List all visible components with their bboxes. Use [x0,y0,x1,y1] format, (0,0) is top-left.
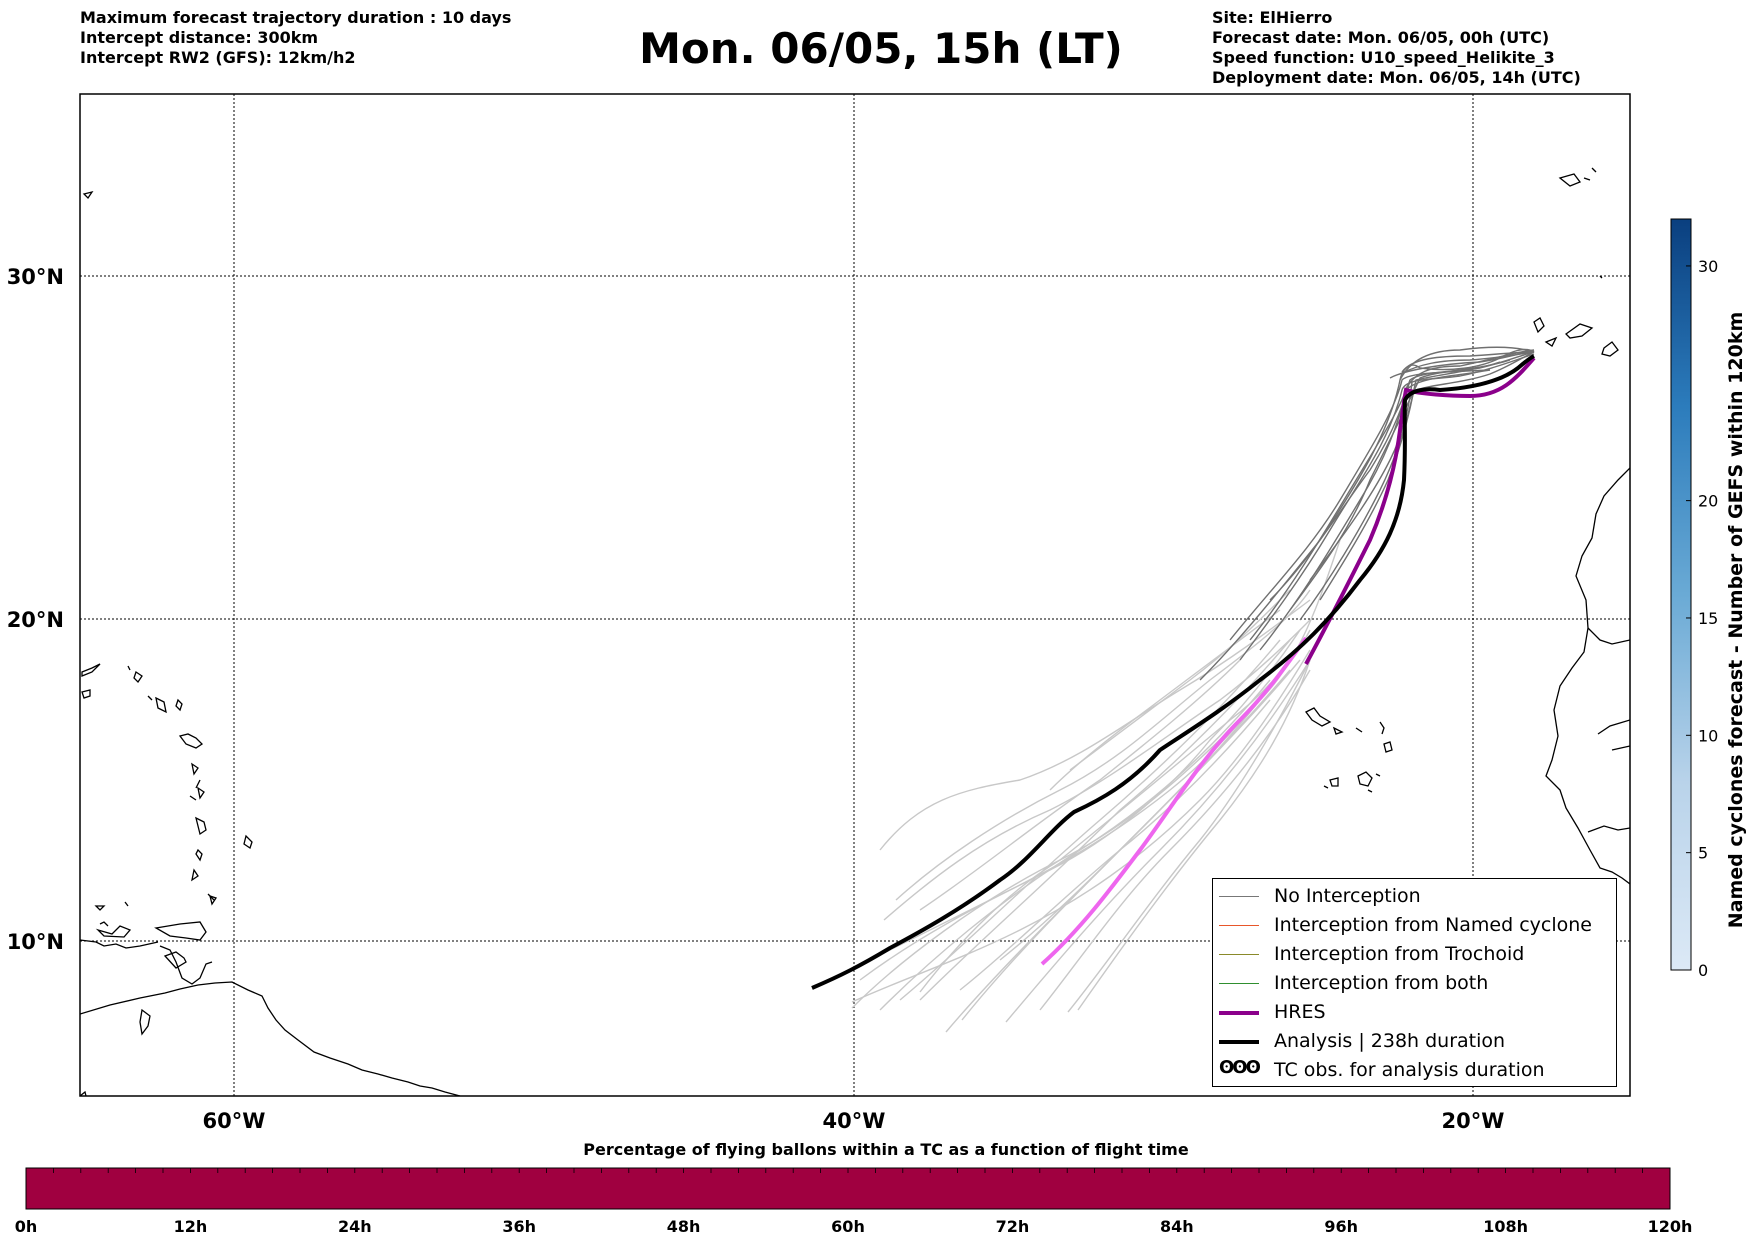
lon-label-60w: 60°W [203,1109,266,1133]
map-legend: No Interception Interception from Named … [1212,878,1617,1087]
max-duration-text: Maximum forecast trajectory duration : 1… [80,8,512,27]
flight-time-tick-label: 84h [1160,1217,1194,1236]
flight-time-tick-label: 120h [1648,1217,1693,1236]
legend-item-no-interception: No Interception [1213,883,1616,912]
legend-label: Interception from Trochoid [1274,943,1525,965]
colorbar-label: Named cyclones forecast - Number of GEFS… [1725,311,1747,929]
lon-label-20w: 20°W [1442,1109,1505,1133]
hres-trajectory-light [1040,636,1308,966]
flight-time-tick-label: 60h [831,1217,865,1236]
flight-time-tick-label: 12h [174,1217,208,1236]
legend-label: HRES [1274,1001,1326,1023]
speed-function-text: Speed function: U10_speed_Helikite_3 [1212,48,1555,67]
coastlines [80,167,1630,1096]
legend-label: No Interception [1274,885,1421,907]
lon-label-40w: 40°W [823,1109,886,1133]
legend-swatch [1219,1040,1259,1044]
legend-swatch [1219,925,1259,926]
legend-label: Analysis | 238h duration [1274,1030,1506,1052]
forecast-date-text: Forecast date: Mon. 06/05, 00h (UTC) [1212,28,1550,47]
lat-label-20n: 20°N [7,608,64,632]
flight-time-tick-label: 72h [996,1217,1030,1236]
flight-time-tick-label: 24h [338,1217,372,1236]
legend-swatch [1219,896,1259,897]
flight-time-tick-label: 96h [1324,1217,1358,1236]
legend-item-analysis: Analysis | 238h duration [1213,1028,1616,1057]
legend-label: Interception from Named cyclone [1274,914,1592,936]
legend-swatch [1219,954,1259,955]
colorbar-tick-label: 0 [1698,961,1708,980]
intercept-distance-text: Intercept distance: 300km [80,28,319,47]
legend-item-hres: HRES [1213,999,1616,1028]
colorbar-tick-label: 15 [1698,609,1718,628]
site-text: Site: ElHierro [1212,8,1333,27]
page-title: Mon. 06/05, 15h (LT) [639,24,1123,73]
flight-time-tick-label: 108h [1483,1217,1528,1236]
legend-item-tc-obs: ʘʘʘ TC obs. for analysis duration [1213,1057,1616,1086]
lat-label-10n: 10°N [7,930,64,954]
legend-item-named-cyclone: Interception from Named cyclone [1213,912,1616,941]
hres-trajectory [1304,356,1536,665]
map-frame [79,93,1631,1097]
lat-label-30n: 30°N [7,265,64,289]
colorbar-tick-label: 30 [1698,257,1718,276]
cyclone-colorbar [1670,218,1692,971]
tc-obs-symbol-icon: ʘʘʘ [1219,1057,1261,1078]
legend-label: Interception from both [1274,972,1489,994]
flight-time-bar [25,1167,1671,1210]
analysis-trajectory [811,354,1535,990]
flight-time-tick-label: 0h [15,1217,38,1236]
flight-time-tick-label: 36h [502,1217,536,1236]
header-right-info: Site: ElHierro Forecast date: Mon. 06/05… [1212,8,1581,88]
intercept-rw2-text: Intercept RW2 (GFS): 12km/h2 [80,48,356,67]
legend-item-both: Interception from both [1213,970,1616,999]
ensemble-trajectories-dark [1199,346,1535,681]
legend-swatch [1219,1011,1259,1015]
colorbar-tick-label: 10 [1698,726,1718,745]
flight-time-bar-title: Percentage of flying ballons within a TC… [583,1140,1189,1159]
colorbar-tick-label: 20 [1698,492,1718,511]
legend-swatch [1219,983,1259,984]
flight-time-ticks: 0h 12h 24h 36h 48h 60h 72h 84h 96h 108h 120h [15,1168,1693,1236]
legend-label: TC obs. for analysis duration [1274,1059,1545,1081]
deployment-date-text: Deployment date: Mon. 06/05, 14h (UTC) [1212,68,1581,87]
colorbar-ticks: 0 5 10 15 20 30 [1686,257,1718,980]
colorbar-tick-label: 5 [1698,844,1708,863]
legend-item-trochoid: Interception from Trochoid [1213,941,1616,970]
flight-time-tick-label: 48h [667,1217,701,1236]
header-left-info: Maximum forecast trajectory duration : 1… [80,8,511,68]
map-gridlines [80,94,1630,1096]
